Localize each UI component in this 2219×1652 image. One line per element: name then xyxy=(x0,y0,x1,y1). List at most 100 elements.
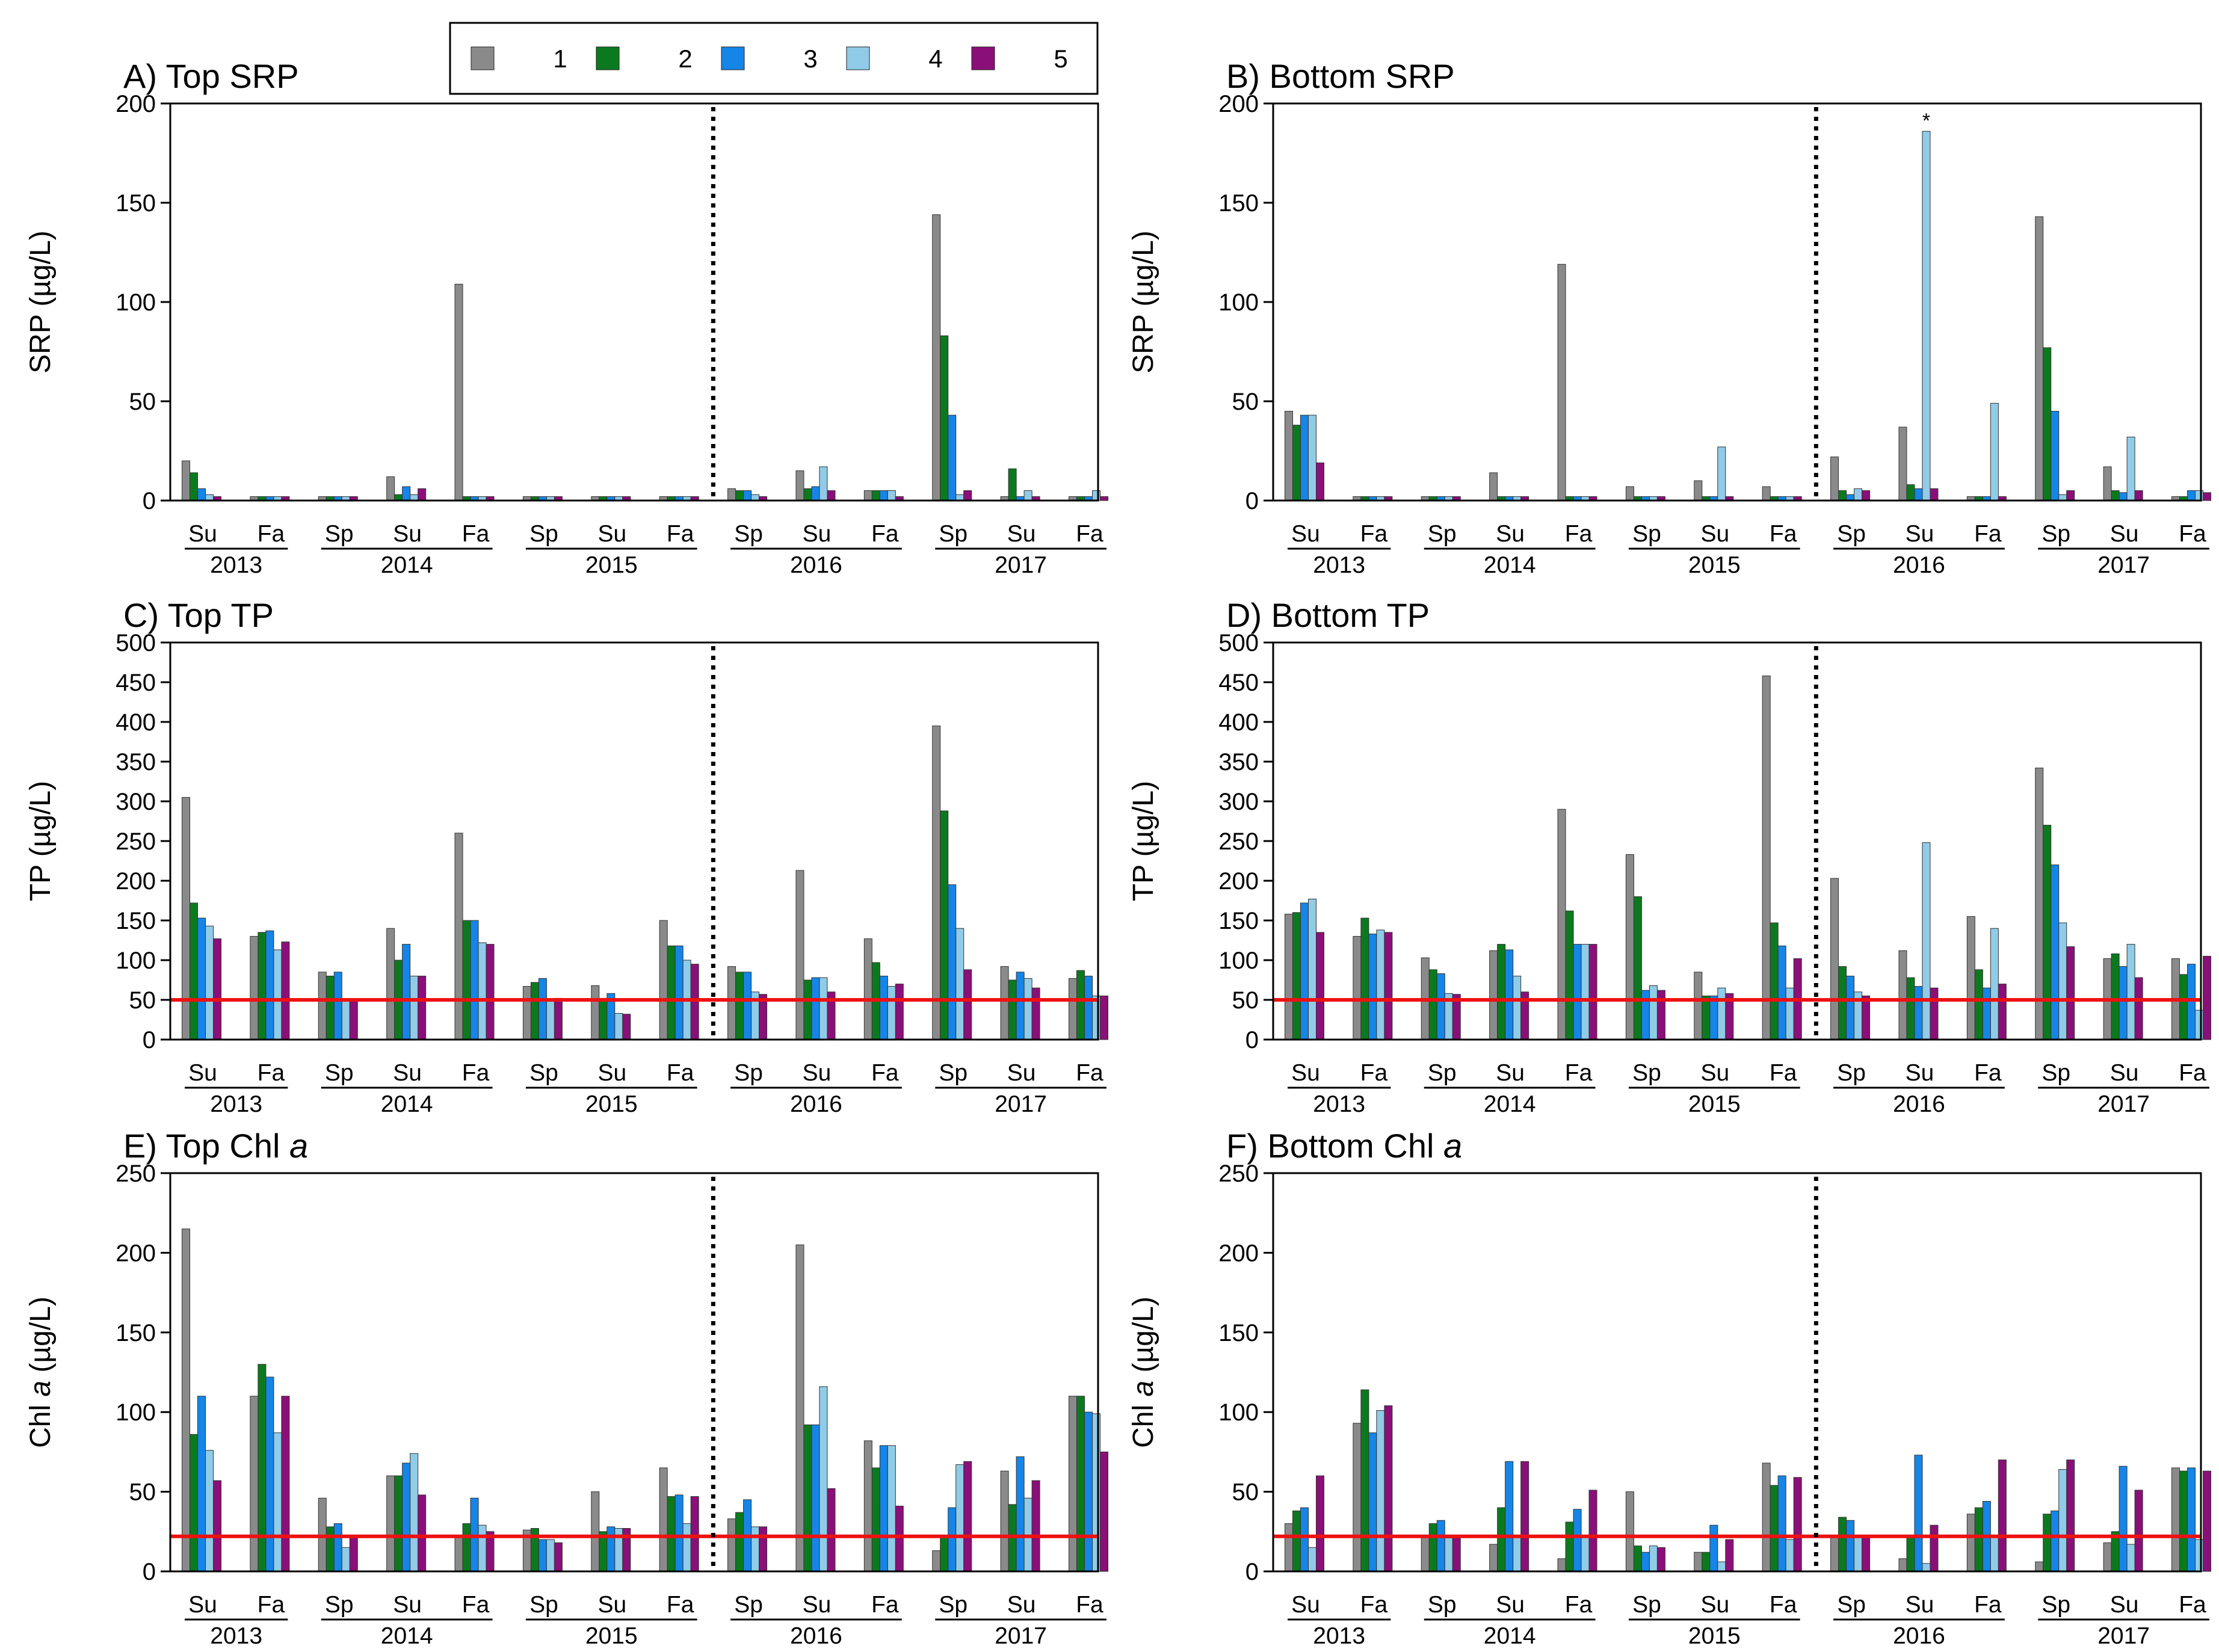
bar-F-s1-c4 xyxy=(1557,1558,1566,1572)
bar-A-s1-c4 xyxy=(454,283,463,501)
year-label: 2013 xyxy=(1313,552,1365,578)
bar-E-s5-c12 xyxy=(1031,1480,1040,1572)
panel-title-A: A) Top SRP xyxy=(123,57,299,95)
bar-D-s3-c8 xyxy=(1846,975,1855,1040)
bar-C-s2-c12 xyxy=(1008,979,1017,1040)
year-label: 2016 xyxy=(1893,1091,1945,1117)
bar-E-s5-c11 xyxy=(963,1461,972,1572)
plot-frame-E xyxy=(169,1172,1099,1573)
y-tick-label: 200 xyxy=(116,1240,156,1266)
y-tick-label: 350 xyxy=(116,749,156,775)
bar-C-s5-c6 xyxy=(622,1014,631,1040)
bar-C-s2-c1 xyxy=(258,932,267,1040)
bar-F-s5-c4 xyxy=(1588,1490,1597,1572)
bar-D-s2-c11 xyxy=(2043,825,2052,1040)
season-label: Su xyxy=(803,521,832,547)
season-label: Su xyxy=(1291,1060,1320,1086)
y-tick-label: 150 xyxy=(116,190,156,217)
season-label: Sp xyxy=(529,521,558,547)
legend-box xyxy=(449,22,1099,95)
bar-B-s1-c12 xyxy=(2103,466,2112,501)
y-tick-label: 350 xyxy=(1218,749,1259,775)
bar-F-s5-c11 xyxy=(2066,1459,2075,1572)
y-tick-label: 200 xyxy=(1218,91,1259,117)
y-tick-label: 200 xyxy=(1218,868,1259,895)
season-label: Su xyxy=(597,1060,626,1086)
season-label: Fa xyxy=(1076,1060,1103,1086)
season-label: Sp xyxy=(325,1060,354,1086)
bar-C-s1-c12 xyxy=(1000,966,1009,1040)
bar-C-s2-c13 xyxy=(1076,970,1085,1040)
bar-F-s4-c12 xyxy=(2126,1544,2135,1572)
bar-A-s3-c8 xyxy=(743,490,752,501)
bar-C-s5-c4 xyxy=(486,944,495,1040)
bar-F-s2-c10 xyxy=(1974,1507,1983,1572)
bar-C-s1-c0 xyxy=(182,797,190,1040)
bar-C-s4-c5 xyxy=(546,999,555,1040)
bar-F-s4-c11 xyxy=(2058,1469,2067,1572)
bar-E-s2-c11 xyxy=(940,1536,949,1572)
season-label: Su xyxy=(2110,1060,2139,1086)
year-label: 2015 xyxy=(1688,552,1741,578)
bar-D-s3-c13 xyxy=(2187,964,2196,1040)
bar-D-s1-c4 xyxy=(1557,809,1566,1040)
season-label: Su xyxy=(803,1592,832,1618)
bar-B-s3-c11 xyxy=(2051,411,2060,501)
bar-F-s2-c13 xyxy=(2179,1470,2188,1572)
plot-frame-B xyxy=(1272,102,2202,502)
bar-D-s3-c1 xyxy=(1368,933,1377,1040)
bar-F-s4-c13 xyxy=(2195,1539,2203,1572)
season-label: Fa xyxy=(462,1060,490,1086)
season-label: Fa xyxy=(1770,1060,1797,1086)
season-label: Fa xyxy=(1974,1060,2002,1086)
y-tick-label: 300 xyxy=(116,789,156,815)
year-label: 2014 xyxy=(1484,1091,1536,1117)
bar-F-s3-c4 xyxy=(1573,1509,1582,1572)
season-label: Fa xyxy=(1974,1592,2002,1618)
bar-B-s1-c9 xyxy=(1898,427,1907,501)
bar-F-s2-c3 xyxy=(1497,1507,1506,1572)
season-label: Fa xyxy=(667,521,694,547)
legend-swatch-1 xyxy=(471,46,495,70)
bar-D-s4-c9 xyxy=(1922,842,1931,1040)
season-label: Su xyxy=(1007,1592,1036,1618)
bar-D-s3-c10 xyxy=(1982,987,1991,1040)
bar-F-s2-c7 xyxy=(1770,1485,1779,1572)
y-tick-label: 50 xyxy=(129,1479,156,1506)
season-label: Fa xyxy=(1076,521,1103,547)
season-label: Sp xyxy=(939,1060,968,1086)
bar-C-s4-c0 xyxy=(205,925,214,1040)
bar-F-s3-c6 xyxy=(1709,1524,1718,1572)
year-label: 2013 xyxy=(1313,1091,1365,1117)
y-tick-label: 250 xyxy=(1218,1160,1259,1187)
bar-C-s1-c3 xyxy=(386,928,395,1040)
y-tick-label: 250 xyxy=(1218,828,1259,855)
bar-F-s1-c1 xyxy=(1353,1423,1362,1572)
bar-E-s5-c5 xyxy=(554,1542,563,1572)
season-label: Fa xyxy=(667,1592,694,1618)
bar-E-s3-c11 xyxy=(948,1507,957,1572)
y-tick-label: 150 xyxy=(1218,908,1259,934)
bar-F-s4-c2 xyxy=(1444,1537,1453,1572)
year-label: 2015 xyxy=(1688,1623,1741,1649)
season-label: Su xyxy=(1906,1592,1934,1618)
bar-D-s3-c7 xyxy=(1777,945,1786,1040)
panels: A) Top SRP SRP (µg/L) 0 50 100 150 200 Su Fa Sp Su… xyxy=(25,57,2211,1649)
bar-D-s1-c10 xyxy=(1966,916,1975,1040)
bar-E-s3-c1 xyxy=(265,1376,274,1572)
bar-E-s4-c2 xyxy=(341,1547,350,1572)
bar-D-s4-c4 xyxy=(1581,944,1590,1040)
season-label: Fa xyxy=(1565,521,1593,547)
bar-A-s2-c12 xyxy=(1008,468,1017,501)
year-label: 2016 xyxy=(790,1623,842,1649)
season-label: Fa xyxy=(871,1592,899,1618)
season-label: Sp xyxy=(1428,1060,1457,1086)
bar-E-s1-c0 xyxy=(182,1228,190,1572)
bar-E-s3-c3 xyxy=(402,1462,411,1572)
panel-title-F: F) Bottom Chl a xyxy=(1226,1127,1462,1165)
bar-E-s2-c9 xyxy=(803,1424,812,1572)
season-label: Su xyxy=(2110,1592,2139,1618)
bar-D-s1-c5 xyxy=(1625,854,1634,1040)
bar-C-s4-c12 xyxy=(1023,978,1032,1040)
bar-E-s1-c7 xyxy=(659,1467,668,1572)
